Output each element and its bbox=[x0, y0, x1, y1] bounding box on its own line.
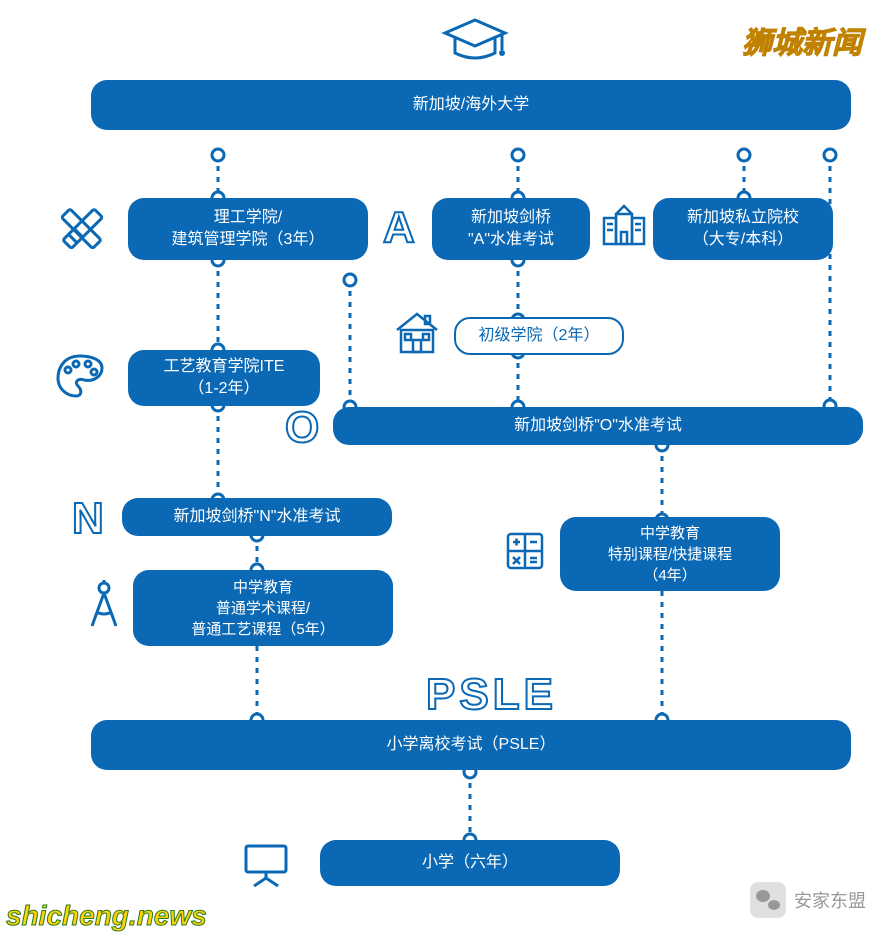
node-label: （4年） bbox=[643, 565, 696, 586]
ruler-pencil-icon bbox=[54, 200, 110, 261]
node-label: 特别课程/快捷课程 bbox=[608, 544, 732, 565]
connectors-layer bbox=[0, 0, 886, 944]
university-node: 新加坡/海外大学 bbox=[91, 80, 851, 130]
palette-icon bbox=[54, 352, 106, 405]
letter-n: N bbox=[72, 494, 106, 544]
board-icon bbox=[240, 840, 292, 893]
node-label: 小学（六年） bbox=[422, 852, 518, 874]
node-label: 新加坡私立院校 bbox=[687, 207, 799, 229]
watermark-br-label: 安家东盟 bbox=[794, 887, 866, 913]
letter-o: O bbox=[285, 403, 321, 453]
watermark-bottom-left: shicheng.news bbox=[6, 900, 207, 932]
node-label: 新加坡/海外大学 bbox=[413, 94, 529, 116]
graduation-cap-icon bbox=[440, 15, 510, 75]
poly-node: 理工学院/ 建筑管理学院（3年） bbox=[128, 198, 368, 260]
node-label: "A"水准考试 bbox=[468, 229, 554, 251]
node-label: 理工学院/ bbox=[214, 207, 282, 229]
n-level-node: 新加坡剑桥"N"水准考试 bbox=[122, 498, 392, 536]
o-level-node: 新加坡剑桥"O"水准考试 bbox=[333, 407, 863, 445]
node-label: （大专/本科） bbox=[693, 229, 793, 251]
compass-icon bbox=[82, 578, 126, 635]
letter-psle: PSLE bbox=[426, 670, 557, 720]
sec-express-node: 中学教育 特别课程/快捷课程 （4年） bbox=[560, 517, 780, 591]
node-label: 小学离校考试（PSLE） bbox=[387, 734, 556, 756]
node-label: 中学教育 bbox=[640, 523, 700, 544]
node-label: 新加坡剑桥"O"水准考试 bbox=[514, 415, 682, 437]
house-icon bbox=[391, 308, 443, 361]
primary-node: 小学（六年） bbox=[320, 840, 620, 886]
node-label: 新加坡剑桥 bbox=[471, 207, 551, 229]
sec-normal-node: 中学教育 普通学术课程/ 普通工艺课程（5年） bbox=[133, 570, 393, 646]
node-label: 建筑管理学院（3年） bbox=[172, 229, 325, 251]
watermark-top-right: 狮城新闻 bbox=[742, 18, 862, 62]
node-label: （1-2年） bbox=[188, 378, 259, 400]
jc-node: 初级学院（2年） bbox=[454, 317, 624, 355]
letter-a: A bbox=[383, 203, 417, 253]
node-label: 普通工艺课程（5年） bbox=[191, 619, 334, 640]
node-label: 中学教育 bbox=[233, 577, 293, 598]
node-label: 工艺教育学院ITE bbox=[164, 356, 285, 378]
node-label: 初级学院（2年） bbox=[479, 325, 600, 347]
watermark-bottom-right: 安家东盟 bbox=[750, 882, 866, 918]
node-label: 普通学术课程/ bbox=[216, 598, 310, 619]
calculator-icon bbox=[504, 530, 546, 577]
psle-node: 小学离校考试（PSLE） bbox=[91, 720, 851, 770]
private-node: 新加坡私立院校 （大专/本科） bbox=[653, 198, 833, 260]
building-icon bbox=[600, 200, 648, 253]
a-level-node: 新加坡剑桥 "A"水准考试 bbox=[432, 198, 590, 260]
wechat-icon bbox=[750, 882, 786, 918]
ite-node: 工艺教育学院ITE （1-2年） bbox=[128, 350, 320, 406]
node-label: 新加坡剑桥"N"水准考试 bbox=[174, 506, 341, 528]
